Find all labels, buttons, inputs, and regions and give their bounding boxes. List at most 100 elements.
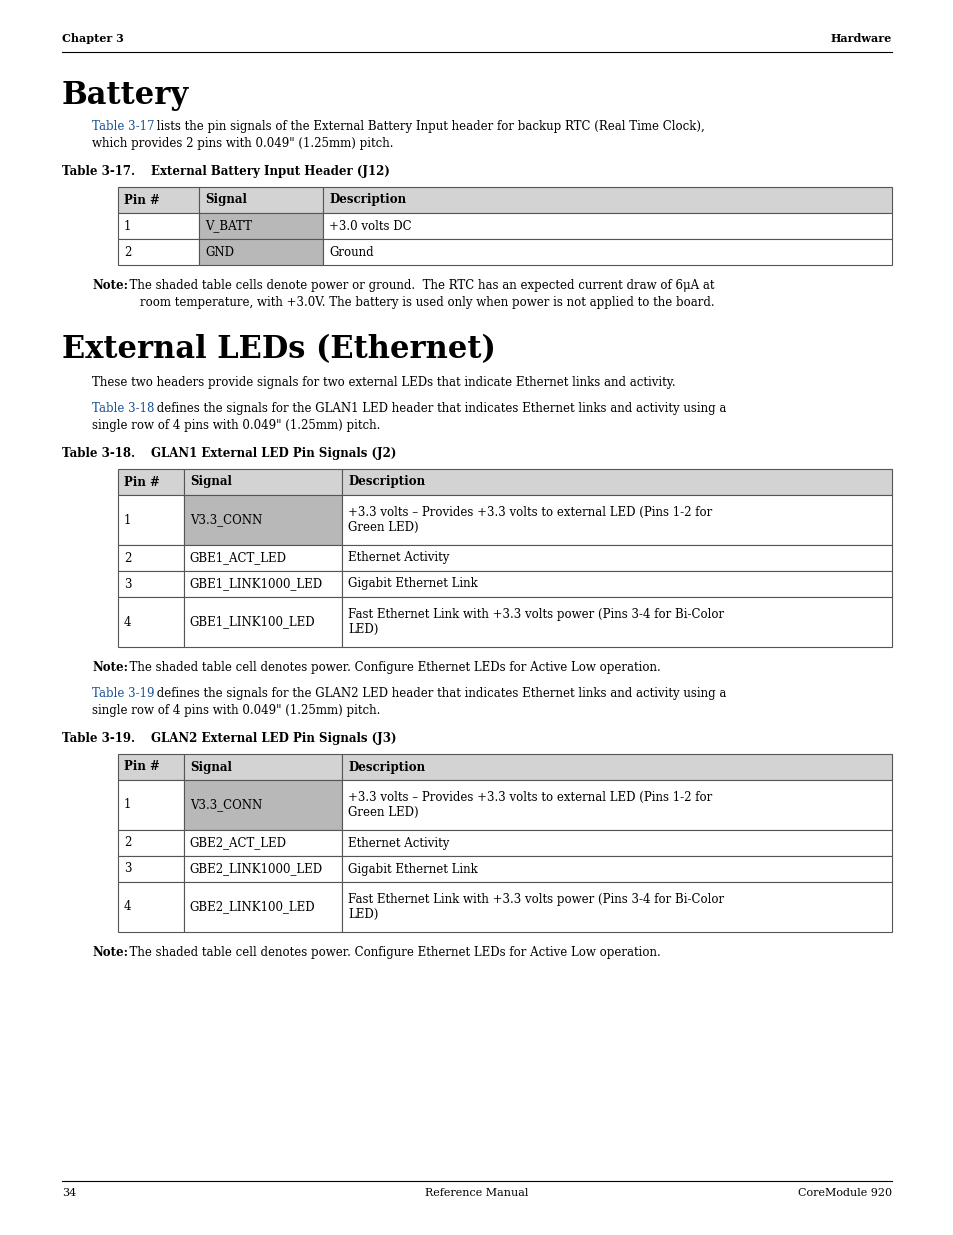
Text: Description: Description bbox=[348, 475, 425, 489]
Bar bbox=[184, 856, 342, 882]
Bar bbox=[118, 212, 199, 240]
Text: GND: GND bbox=[205, 246, 234, 258]
Text: 2: 2 bbox=[124, 836, 132, 850]
Text: 3: 3 bbox=[124, 578, 132, 590]
Bar bbox=[118, 597, 184, 647]
Bar bbox=[342, 571, 891, 597]
Bar bbox=[184, 830, 342, 856]
Bar bbox=[118, 571, 184, 597]
Bar bbox=[342, 856, 891, 882]
Text: Ethernet Activity: Ethernet Activity bbox=[348, 836, 450, 850]
Bar bbox=[118, 856, 184, 882]
Text: Pin #: Pin # bbox=[124, 761, 159, 773]
Text: 4: 4 bbox=[124, 615, 132, 629]
Text: 3: 3 bbox=[124, 862, 132, 876]
Text: The shaded table cells denote power or ground.  The RTC has an expected current : The shaded table cells denote power or g… bbox=[122, 279, 714, 291]
Text: Hardware: Hardware bbox=[830, 32, 891, 43]
Text: GBE2_ACT_LED: GBE2_ACT_LED bbox=[190, 836, 287, 850]
Text: Gigabit Ethernet Link: Gigabit Ethernet Link bbox=[348, 578, 477, 590]
Text: Gigabit Ethernet Link: Gigabit Ethernet Link bbox=[348, 862, 477, 876]
Bar bbox=[323, 240, 891, 266]
Bar bbox=[342, 545, 891, 571]
Text: single row of 4 pins with 0.049" (1.25mm) pitch.: single row of 4 pins with 0.049" (1.25mm… bbox=[91, 419, 380, 432]
Text: GBE1_LINK1000_LED: GBE1_LINK1000_LED bbox=[190, 578, 322, 590]
Bar bbox=[184, 545, 342, 571]
Bar bbox=[118, 830, 184, 856]
Bar bbox=[184, 597, 342, 647]
Text: Pin #: Pin # bbox=[124, 475, 159, 489]
Text: lists the pin signals of the External Battery Input header for backup RTC (Real : lists the pin signals of the External Ba… bbox=[152, 120, 704, 133]
Text: Table 3-17: Table 3-17 bbox=[91, 120, 154, 133]
Text: Signal: Signal bbox=[190, 475, 232, 489]
Bar bbox=[118, 755, 184, 781]
Text: single row of 4 pins with 0.049" (1.25mm) pitch.: single row of 4 pins with 0.049" (1.25mm… bbox=[91, 704, 380, 718]
Text: Reference Manual: Reference Manual bbox=[425, 1188, 528, 1198]
Text: External LEDs (Ethernet): External LEDs (Ethernet) bbox=[62, 333, 496, 366]
Bar bbox=[118, 781, 184, 830]
Text: Chapter 3: Chapter 3 bbox=[62, 32, 124, 43]
Text: 2: 2 bbox=[124, 246, 132, 258]
Text: defines the signals for the GLAN2 LED header that indicates Ethernet links and a: defines the signals for the GLAN2 LED he… bbox=[152, 687, 725, 700]
Bar bbox=[184, 781, 342, 830]
Bar bbox=[118, 240, 199, 266]
Bar bbox=[118, 495, 184, 545]
Text: Ground: Ground bbox=[329, 246, 374, 258]
Bar bbox=[342, 755, 891, 781]
Text: room temperature, with +3.0V. The battery is used only when power is not applied: room temperature, with +3.0V. The batter… bbox=[140, 296, 714, 309]
Text: Signal: Signal bbox=[205, 194, 247, 206]
Bar bbox=[323, 186, 891, 212]
Text: Battery: Battery bbox=[62, 80, 189, 111]
Bar bbox=[199, 212, 323, 240]
Text: Green LED): Green LED) bbox=[348, 806, 418, 819]
Text: 2: 2 bbox=[124, 552, 132, 564]
Bar bbox=[342, 882, 891, 932]
Text: V3.3_CONN: V3.3_CONN bbox=[190, 514, 262, 526]
Bar bbox=[342, 469, 891, 495]
Text: 1: 1 bbox=[124, 799, 132, 811]
Bar bbox=[118, 186, 199, 212]
Text: +3.3 volts – Provides +3.3 volts to external LED (Pins 1-2 for: +3.3 volts – Provides +3.3 volts to exte… bbox=[348, 790, 712, 804]
Text: Note:: Note: bbox=[91, 946, 128, 960]
Text: GBE2_LINK1000_LED: GBE2_LINK1000_LED bbox=[190, 862, 322, 876]
Text: Table 3-19.  GLAN2 External LED Pin Signals (J3): Table 3-19. GLAN2 External LED Pin Signa… bbox=[62, 732, 396, 745]
Text: Description: Description bbox=[329, 194, 406, 206]
Text: LED): LED) bbox=[348, 908, 378, 921]
Text: Signal: Signal bbox=[190, 761, 232, 773]
Text: 4: 4 bbox=[124, 900, 132, 914]
Text: The shaded table cell denotes power. Configure Ethernet LEDs for Active Low oper: The shaded table cell denotes power. Con… bbox=[122, 661, 660, 674]
Bar bbox=[342, 597, 891, 647]
Bar bbox=[342, 495, 891, 545]
Text: These two headers provide signals for two external LEDs that indicate Ethernet l: These two headers provide signals for tw… bbox=[91, 375, 675, 389]
Text: 1: 1 bbox=[124, 220, 132, 232]
Text: Description: Description bbox=[348, 761, 425, 773]
Text: Table 3-17.  External Battery Input Header (J12): Table 3-17. External Battery Input Heade… bbox=[62, 165, 390, 178]
Text: Fast Ethernet Link with +3.3 volts power (Pins 3-4 for Bi-Color: Fast Ethernet Link with +3.3 volts power… bbox=[348, 893, 724, 906]
Text: 1: 1 bbox=[124, 514, 132, 526]
Bar bbox=[118, 545, 184, 571]
Bar bbox=[184, 495, 342, 545]
Text: LED): LED) bbox=[348, 622, 378, 636]
Bar bbox=[342, 830, 891, 856]
Text: Note:: Note: bbox=[91, 279, 128, 291]
Text: Green LED): Green LED) bbox=[348, 521, 418, 534]
Text: The shaded table cell denotes power. Configure Ethernet LEDs for Active Low oper: The shaded table cell denotes power. Con… bbox=[122, 946, 660, 960]
Bar bbox=[118, 882, 184, 932]
Text: GBE1_LINK100_LED: GBE1_LINK100_LED bbox=[190, 615, 315, 629]
Bar bbox=[342, 781, 891, 830]
Text: V_BATT: V_BATT bbox=[205, 220, 252, 232]
Text: Fast Ethernet Link with +3.3 volts power (Pins 3-4 for Bi-Color: Fast Ethernet Link with +3.3 volts power… bbox=[348, 608, 724, 621]
Bar bbox=[184, 882, 342, 932]
Text: 34: 34 bbox=[62, 1188, 76, 1198]
Bar bbox=[184, 755, 342, 781]
Text: CoreModule 920: CoreModule 920 bbox=[797, 1188, 891, 1198]
Text: Table 3-18: Table 3-18 bbox=[91, 403, 154, 415]
Bar bbox=[184, 469, 342, 495]
Bar bbox=[184, 571, 342, 597]
Text: which provides 2 pins with 0.049" (1.25mm) pitch.: which provides 2 pins with 0.049" (1.25m… bbox=[91, 137, 393, 149]
Bar bbox=[118, 469, 184, 495]
Text: Table 3-19: Table 3-19 bbox=[91, 687, 154, 700]
Text: Pin #: Pin # bbox=[124, 194, 159, 206]
Text: V3.3_CONN: V3.3_CONN bbox=[190, 799, 262, 811]
Text: +3.3 volts – Provides +3.3 volts to external LED (Pins 1-2 for: +3.3 volts – Provides +3.3 volts to exte… bbox=[348, 506, 712, 519]
Text: Table 3-18.  GLAN1 External LED Pin Signals (J2): Table 3-18. GLAN1 External LED Pin Signa… bbox=[62, 447, 395, 459]
